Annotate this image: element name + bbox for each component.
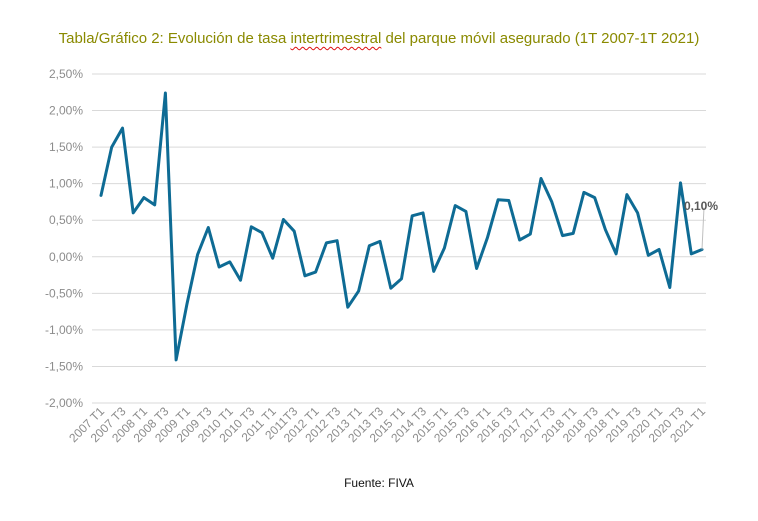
y-tick-label: 2,00% xyxy=(49,104,83,118)
y-tick-label: -1,00% xyxy=(45,323,83,337)
y-tick-label: 1,50% xyxy=(49,140,83,154)
y-tick-label: -2,00% xyxy=(45,396,83,410)
chart-title-part-2: del parque móvil asegurado (1T 2007-1T 2… xyxy=(381,30,700,47)
y-tick-label: 2,50% xyxy=(49,67,83,81)
y-tick-label: 0,50% xyxy=(49,213,83,227)
annotation-leader xyxy=(701,207,705,250)
y-tick-label: 0,00% xyxy=(49,250,83,264)
chart-title: Tabla/Gráfico 2: Evolución de tasa inter… xyxy=(0,30,758,47)
y-tick-label: 1,00% xyxy=(49,177,83,191)
series-group xyxy=(99,91,704,362)
source-note: Fuente: FIVA xyxy=(344,476,414,490)
y-tick-label: -1,50% xyxy=(45,359,83,373)
data-label: 0,10% xyxy=(684,199,718,213)
gridlines xyxy=(92,73,706,404)
chart-title-underlined-word: intertrimestral xyxy=(290,30,382,47)
y-axis-ticks: 2,50% 2,00% 1,50% 1,00% 0,50% 0,00% -0,50% -1,0… xyxy=(45,67,83,410)
chart-title-part-1: Tabla/Gráfico 2: Evolución de tasa xyxy=(58,30,291,47)
y-tick-label: -0,50% xyxy=(45,286,83,300)
annotations: 0,10% xyxy=(684,199,718,250)
series-line xyxy=(99,91,704,362)
